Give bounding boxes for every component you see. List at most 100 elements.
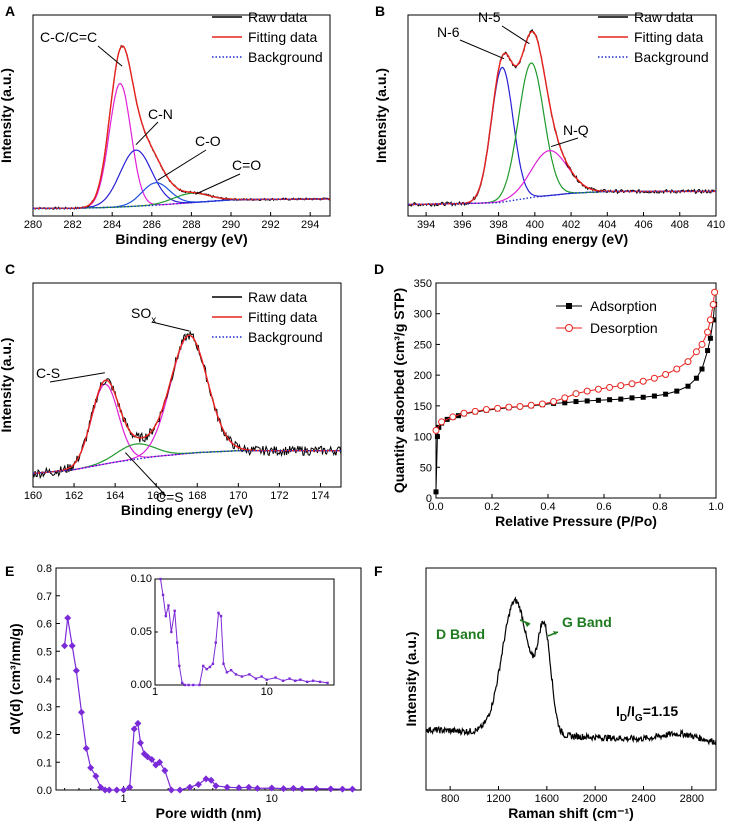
legend-label: Background — [248, 329, 323, 345]
x-tick-label: 0.4 — [540, 501, 555, 513]
x-tick-label: 166 — [147, 490, 165, 502]
legend-label: Raw data — [248, 289, 307, 305]
inset-y-tick-label: 0.10 — [131, 573, 152, 585]
x-axis-label: Pore width (nm) — [156, 805, 262, 821]
desorption-point — [606, 383, 614, 391]
x-tick-label: 172 — [270, 490, 288, 502]
psd-point — [253, 784, 261, 792]
x-tick-label: 1 — [121, 793, 127, 805]
raw-data-line — [32, 44, 331, 211]
psd-point — [126, 783, 134, 791]
inset-psd-point — [219, 614, 223, 618]
annotation-label: C=S — [156, 489, 184, 505]
panel-label: C — [5, 261, 15, 277]
desorption-point — [706, 316, 714, 324]
y-tick-label: 300 — [414, 309, 432, 321]
inset-psd-point — [248, 673, 251, 676]
psd-point — [113, 786, 121, 794]
x-tick-label: 0.8 — [652, 501, 667, 513]
annotation-leader — [151, 321, 190, 332]
psd-point — [194, 780, 202, 788]
annotation-label: C-S — [36, 365, 60, 381]
inset-psd-point — [167, 604, 170, 607]
psd-point — [72, 667, 80, 675]
legend-label: Adsorption — [590, 298, 657, 314]
panel-a: 280 282 284 286 288 290 292 294 Binding energy (… — [0, 3, 331, 247]
x-tick-label: 164 — [106, 490, 124, 502]
y-tick-label: 0.1 — [37, 757, 52, 769]
desorption-point — [628, 380, 636, 388]
band-label: D Band — [436, 626, 485, 642]
y-axis-label: Quantity adsorbed (cm³/g STP) — [391, 288, 407, 493]
annotation-leader — [135, 121, 159, 146]
band-arrowhead — [553, 631, 558, 635]
plot-frame — [32, 14, 331, 217]
background-line — [32, 450, 341, 475]
inset-psd-point — [178, 664, 181, 668]
annotation-leader — [157, 149, 207, 181]
desorption-point — [704, 328, 712, 336]
x-tick-label: 2000 — [583, 793, 607, 805]
band-arrowhead — [525, 623, 530, 627]
psd-point — [143, 753, 151, 761]
peak-c-c-c-c — [33, 82, 330, 209]
psd-point — [97, 783, 105, 791]
psd-point — [161, 767, 169, 775]
panel-label: D — [374, 261, 384, 277]
fitting-data-line — [33, 45, 330, 209]
desorption-point — [572, 390, 580, 398]
desorption-point — [673, 365, 681, 373]
legend-marker — [565, 324, 573, 332]
x-tick-label: 408 — [671, 219, 689, 231]
psd-point — [176, 786, 184, 794]
adsorption-point — [618, 396, 624, 402]
adsorption-point — [562, 400, 568, 406]
x-tick-label: 170 — [229, 490, 247, 502]
inset-psd-point — [299, 678, 302, 681]
plot-frame — [407, 14, 717, 217]
y-tick-label: 0.7 — [37, 591, 52, 603]
x-tick-label: 400 — [526, 219, 544, 231]
x-tick-label: 284 — [103, 219, 121, 231]
inset-psd-point — [170, 630, 173, 634]
psd-point — [327, 785, 335, 793]
adsorption-point — [651, 393, 657, 399]
x-tick-label: 288 — [182, 219, 200, 231]
desorption-point — [711, 288, 719, 296]
adsorption-point — [436, 424, 442, 430]
panel-label: E — [5, 563, 14, 579]
psd-point — [156, 758, 164, 766]
desorption-point — [550, 398, 558, 406]
annotation-leader — [501, 25, 530, 45]
adsorption-point — [705, 348, 711, 354]
psd-point — [77, 708, 85, 716]
peak-n-6 — [408, 66, 716, 206]
psd-point — [134, 719, 142, 727]
psd-point — [312, 785, 320, 793]
psd-point — [68, 642, 76, 650]
legend-marker — [566, 303, 572, 309]
desorption-point — [460, 409, 468, 417]
x-tick-label: 1200 — [486, 793, 510, 805]
desorption-point — [505, 403, 513, 411]
psd-point — [101, 786, 109, 794]
y-axis-label: Intensity (a.u.) — [0, 68, 14, 163]
desorption-point — [471, 407, 479, 415]
ratio-segment: /I — [627, 703, 635, 719]
psd-point — [289, 784, 297, 792]
x-axis-label: Binding energy (eV) — [115, 231, 247, 247]
x-tick-label: 402 — [562, 219, 580, 231]
annotation-label: N-Q — [563, 122, 589, 138]
psd-point — [87, 764, 95, 772]
adsorption-point — [640, 394, 646, 400]
x-axis-label: Binding energy (eV) — [496, 231, 628, 247]
adsorption-point — [607, 397, 613, 403]
inset-y-tick-label: 0.05 — [131, 626, 152, 638]
annotation-leader — [550, 137, 579, 148]
desorption-point — [617, 382, 625, 390]
annotation-leader — [125, 452, 167, 497]
y-tick-label: 150 — [414, 401, 432, 413]
x-tick-label: 294 — [301, 219, 319, 231]
peak-c-o — [33, 192, 330, 209]
